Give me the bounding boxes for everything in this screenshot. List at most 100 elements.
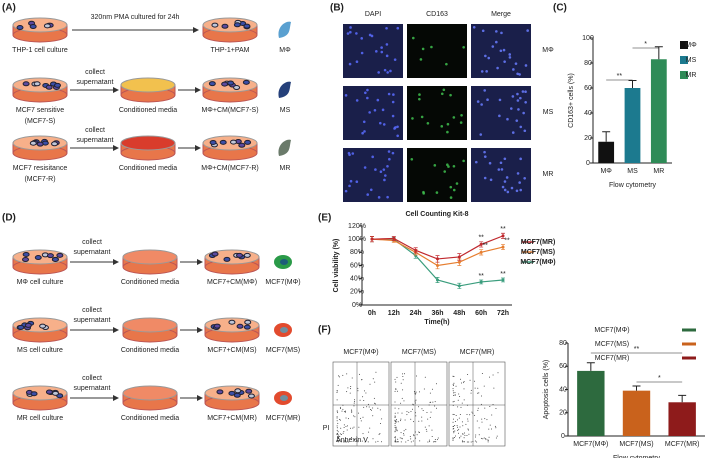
panel-label: (B) bbox=[330, 3, 344, 14]
event bbox=[400, 402, 402, 404]
event bbox=[394, 407, 396, 409]
event bbox=[400, 432, 402, 434]
stain bbox=[385, 54, 389, 58]
event bbox=[397, 441, 399, 443]
cell bbox=[43, 23, 51, 29]
event bbox=[452, 426, 454, 428]
event bbox=[421, 408, 423, 410]
cell bbox=[29, 24, 37, 30]
event bbox=[394, 378, 396, 380]
event bbox=[468, 433, 470, 435]
stain bbox=[344, 94, 348, 97]
event bbox=[394, 431, 396, 433]
stain bbox=[524, 100, 527, 104]
event bbox=[381, 418, 383, 420]
event bbox=[452, 437, 454, 439]
stain bbox=[512, 68, 515, 71]
event bbox=[379, 433, 381, 435]
event bbox=[375, 371, 377, 373]
event bbox=[408, 411, 410, 413]
event bbox=[394, 415, 396, 417]
event bbox=[471, 411, 473, 413]
event bbox=[413, 421, 415, 423]
event bbox=[400, 418, 402, 420]
event bbox=[477, 409, 479, 411]
event bbox=[394, 430, 396, 432]
stain bbox=[506, 117, 509, 121]
diagram-text: collect bbox=[82, 307, 102, 314]
stain bbox=[386, 195, 389, 199]
diagram-text: MR cell culture bbox=[17, 415, 63, 422]
cell bbox=[45, 389, 53, 395]
event bbox=[495, 427, 497, 429]
stain bbox=[503, 157, 507, 161]
event bbox=[337, 384, 339, 386]
event bbox=[458, 428, 460, 430]
stain bbox=[502, 48, 506, 52]
stain bbox=[430, 45, 433, 49]
cell bbox=[208, 81, 216, 87]
event bbox=[416, 434, 418, 436]
annotation: ** bbox=[478, 235, 484, 242]
legend-label: MCF7(MR) bbox=[595, 355, 630, 362]
event bbox=[357, 441, 359, 443]
cell bbox=[244, 139, 252, 145]
y-axis-title: Apoptosis cells (%) bbox=[543, 360, 550, 420]
event bbox=[481, 418, 483, 420]
point bbox=[479, 250, 483, 254]
event bbox=[452, 439, 454, 441]
legend-label: MΦ bbox=[685, 42, 697, 49]
y-tick-label: 80% bbox=[350, 249, 364, 256]
event bbox=[463, 441, 465, 443]
cell bbox=[245, 388, 253, 394]
stain bbox=[388, 157, 391, 161]
event bbox=[453, 431, 455, 433]
event bbox=[410, 418, 412, 420]
diagram-text: MS bbox=[280, 107, 291, 114]
event bbox=[453, 436, 455, 438]
event bbox=[424, 426, 426, 428]
point bbox=[414, 248, 418, 252]
event bbox=[457, 399, 459, 401]
y-axis-title: CD163+ cells (%) bbox=[568, 73, 575, 128]
event bbox=[414, 431, 416, 433]
cell bbox=[221, 81, 229, 87]
event bbox=[494, 425, 496, 427]
event bbox=[462, 433, 464, 435]
annotation: ** bbox=[478, 273, 484, 280]
stain bbox=[379, 121, 382, 125]
event bbox=[346, 429, 348, 431]
event bbox=[461, 440, 463, 442]
event bbox=[411, 408, 413, 410]
micrograph bbox=[407, 24, 467, 78]
legend-swatch bbox=[680, 41, 688, 49]
event bbox=[336, 416, 338, 418]
stain bbox=[412, 36, 415, 40]
event bbox=[418, 391, 420, 393]
stain bbox=[500, 31, 503, 35]
flow-plot bbox=[448, 361, 506, 447]
event bbox=[412, 440, 414, 442]
event bbox=[400, 441, 402, 443]
event bbox=[339, 406, 341, 408]
event bbox=[353, 405, 355, 407]
event bbox=[481, 421, 483, 423]
event bbox=[353, 426, 355, 428]
event bbox=[337, 431, 339, 433]
cell bbox=[229, 139, 237, 145]
event bbox=[466, 404, 468, 406]
event bbox=[372, 438, 374, 440]
annotation: * bbox=[644, 41, 647, 48]
event bbox=[426, 411, 428, 413]
micrograph bbox=[407, 86, 467, 140]
event bbox=[398, 408, 400, 410]
event bbox=[460, 435, 462, 437]
event bbox=[337, 441, 339, 443]
event bbox=[356, 436, 358, 438]
diagram-text: MΦ cell culture bbox=[17, 279, 64, 286]
diagram-text: Conditioned media bbox=[119, 165, 177, 172]
event bbox=[395, 388, 397, 390]
x-tick-label: 12h bbox=[388, 310, 400, 317]
stain bbox=[452, 164, 456, 168]
stain bbox=[516, 172, 520, 175]
